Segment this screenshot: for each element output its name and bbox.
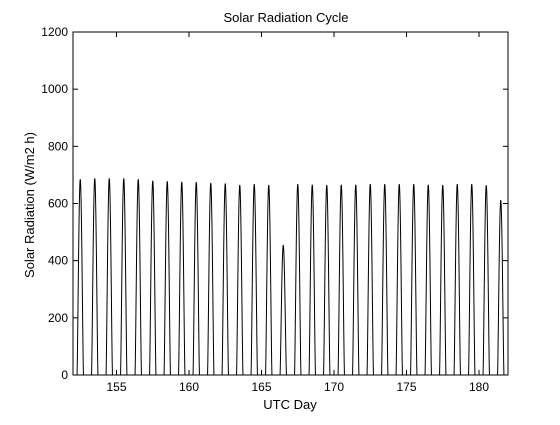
chart-title: Solar Radiation Cycle bbox=[223, 10, 348, 25]
y-tick-label: 600 bbox=[48, 197, 68, 211]
x-axis-ticks: 155 160 165 170 175 180 bbox=[106, 32, 489, 394]
y-tick-label: 1200 bbox=[41, 25, 68, 39]
x-tick-label: 160 bbox=[179, 380, 199, 394]
x-tick-label: 170 bbox=[324, 380, 344, 394]
x-tick-label: 175 bbox=[396, 380, 416, 394]
y-tick-label: 0 bbox=[61, 368, 68, 382]
y-axis-title: Solar Radiation (W/m2 h) bbox=[22, 132, 37, 278]
series-line-solar-radiation bbox=[73, 178, 508, 375]
series-group bbox=[73, 178, 508, 375]
x-tick-label: 180 bbox=[469, 380, 489, 394]
y-tick-label: 200 bbox=[48, 311, 68, 325]
x-tick-label: 165 bbox=[251, 380, 271, 394]
x-tick-label: 155 bbox=[106, 380, 126, 394]
y-axis-ticks: 0 200 400 600 800 1000 1200 bbox=[41, 25, 508, 382]
y-tick-label: 1000 bbox=[41, 82, 68, 96]
x-axis-title: UTC Day bbox=[263, 397, 317, 412]
plot-area bbox=[73, 178, 508, 375]
y-tick-label: 800 bbox=[48, 139, 68, 153]
y-tick-label: 400 bbox=[48, 254, 68, 268]
